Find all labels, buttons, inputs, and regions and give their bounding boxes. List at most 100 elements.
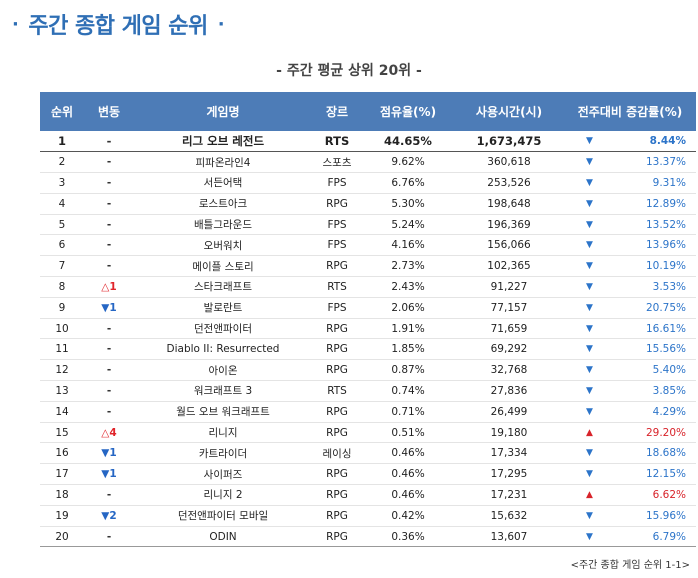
rank-same-indicator: - <box>106 197 112 210</box>
game-name-cell: 리니지 <box>134 422 312 444</box>
game-name-cell: 배틀그라운드 <box>134 214 312 236</box>
genre-cell: RPG <box>312 359 362 382</box>
change-cell: - <box>84 401 134 423</box>
page-title: · 주간 종합 게임 순위 · <box>8 8 225 40</box>
rank-cell: 1 <box>40 131 84 153</box>
weekly-change-percent: 13.37% <box>645 156 686 169</box>
weekly-change-value: ▼ 16.61% <box>564 323 696 335</box>
rank-same-indicator: - <box>106 322 112 335</box>
triangle-down-icon: ▼ <box>586 136 593 147</box>
hours-cell: 91,227 <box>454 276 564 298</box>
rank-same-indicator: - <box>106 488 112 501</box>
table-row: 17 ▼1 사이퍼즈 RPG 0.46% 17,295 ▼ 12.15% <box>40 463 696 486</box>
ranking-table-container: 순위 변동 게임명 장르 점유율(%) 사용시간(시) 전주대비 증감률(%) … <box>40 92 696 548</box>
share-cell: 1.85% <box>362 338 454 361</box>
table-row: 3 - 서든어택 FPS 6.76% 253,526 ▼ 9.31% <box>40 172 696 194</box>
game-name-cell: 사이퍼즈 <box>134 463 312 486</box>
rank-cell: 4 <box>40 193 84 215</box>
table-row: 20 - ODIN RPG 0.36% 13,607 ▼ 6.79% <box>40 526 696 548</box>
game-name-cell: 월드 오브 워크래프트 <box>134 401 312 423</box>
triangle-down-icon: ▼ <box>586 198 593 209</box>
table-row: 11- Diablo II: Resurrected RPG 1.85% 69,292 ▼… <box>40 338 696 361</box>
genre-cell: 레이싱 <box>312 442 362 465</box>
weekly-change-cell: ▼ 10.19% <box>564 255 696 278</box>
share-cell: 2.43% <box>362 276 454 298</box>
table-subtitle: - 주간 평균 상위 20위 - <box>276 63 422 79</box>
weekly-change-value: ▼ 3.53% <box>564 281 696 293</box>
genre-cell: RPG <box>312 255 362 278</box>
hours-cell: 15,632 <box>454 505 564 527</box>
weekly-change-cell: ▼ 3.53% <box>564 276 696 298</box>
genre-cell: RPG <box>312 505 362 527</box>
share-cell: 0.36% <box>362 526 454 548</box>
weekly-change-cell: ▼ 9.31% <box>564 172 696 194</box>
rank-same-indicator: - <box>106 218 112 231</box>
rank-same-indicator: - <box>106 405 112 418</box>
weekly-change-percent: 8.44% <box>649 135 686 148</box>
weekly-change-percent: 4.29% <box>652 405 686 418</box>
triangle-down-icon: ▼ <box>586 406 593 417</box>
table-row: 15 △4 리니지 RPG 0.51% 19,180 ▲ 29.20% <box>40 422 696 444</box>
weekly-change-cell: ▼ 15.56% <box>564 338 696 361</box>
hours-cell: 13,607 <box>454 526 564 548</box>
rank-down-indicator: ▼2 <box>101 509 117 522</box>
weekly-change-cell: ▼ 3.85% <box>564 380 696 402</box>
rank-cell: 10 <box>40 318 84 340</box>
change-cell: ▼1 <box>84 297 134 319</box>
share-cell: 44.65% <box>362 131 454 153</box>
share-cell: 0.87% <box>362 359 454 382</box>
weekly-change-value: ▼ 13.37% <box>564 156 696 168</box>
column-header-change: 변동 <box>84 92 134 131</box>
hours-cell: 198,648 <box>454 193 564 215</box>
rank-cell: 7 <box>40 255 84 278</box>
weekly-change-cell: ▼ 13.52% <box>564 214 696 236</box>
genre-cell: RPG <box>312 463 362 486</box>
hours-cell: 71,659 <box>454 318 564 340</box>
share-cell: 2.06% <box>362 297 454 319</box>
genre-cell: RTS <box>312 380 362 402</box>
weekly-change-value: ▲ 29.20% <box>564 427 696 439</box>
weekly-change-percent: 9.31% <box>652 176 686 189</box>
change-cell: - <box>84 151 134 174</box>
table-row: 1 - 리그 오브 레전드 RTS 44.65% 1,673,475 ▼ 8.44% <box>40 131 696 153</box>
column-header-weekly-change: 전주대비 증감률(%) <box>564 92 696 131</box>
rank-same-indicator: - <box>106 384 112 397</box>
game-name-cell: 리그 오브 레전드 <box>134 131 312 153</box>
ranking-table: 순위 변동 게임명 장르 점유율(%) 사용시간(시) 전주대비 증감률(%) … <box>40 92 696 548</box>
weekly-change-percent: 15.96% <box>645 509 686 522</box>
game-name-cell: 아이온 <box>134 359 312 382</box>
weekly-change-value: ▼ 12.15% <box>564 468 696 480</box>
rank-cell: 17 <box>40 463 84 486</box>
column-header-rank: 순위 <box>40 92 84 131</box>
share-cell: 0.46% <box>362 484 454 506</box>
triangle-down-icon: ▼ <box>586 323 593 334</box>
change-cell: △1 <box>84 276 134 298</box>
rank-cell: 18 <box>40 484 84 506</box>
genre-cell: FPS <box>312 214 362 236</box>
rank-same-indicator: - <box>106 364 112 377</box>
title-dot-left: · <box>12 13 19 35</box>
weekly-change-value: ▼ 20.75% <box>564 302 696 314</box>
triangle-up-icon: ▲ <box>586 427 593 438</box>
column-header-game-name: 게임명 <box>134 92 312 131</box>
rank-cell: 20 <box>40 526 84 548</box>
hours-cell: 32,768 <box>454 359 564 382</box>
share-cell: 1.91% <box>362 318 454 340</box>
weekly-change-value: ▼ 12.89% <box>564 198 696 210</box>
share-cell: 0.51% <box>362 422 454 444</box>
rank-same-indicator: - <box>106 156 112 169</box>
change-cell: △4 <box>84 422 134 444</box>
weekly-change-value: ▼ 15.56% <box>564 343 696 355</box>
rank-down-indicator: ▼1 <box>101 447 117 460</box>
weekly-change-cell: ▼ 6.79% <box>564 526 696 548</box>
game-name-cell: 서든어택 <box>134 172 312 194</box>
weekly-change-cell: ▼ 15.96% <box>564 505 696 527</box>
weekly-change-value: ▼ 6.79% <box>564 531 696 543</box>
hours-cell: 69,292 <box>454 338 564 361</box>
weekly-change-cell: ▼ 18.68% <box>564 442 696 465</box>
table-row: 14 - 월드 오브 워크래프트 RPG 0.71% 26,499 ▼ 4.29% <box>40 401 696 423</box>
game-name-cell: 오버워치 <box>134 234 312 257</box>
rank-cell: 9 <box>40 297 84 319</box>
table-row: 12 - 아이온 RPG 0.87% 32,768 ▼ 5.40% <box>40 359 696 382</box>
share-cell: 6.76% <box>362 172 454 194</box>
